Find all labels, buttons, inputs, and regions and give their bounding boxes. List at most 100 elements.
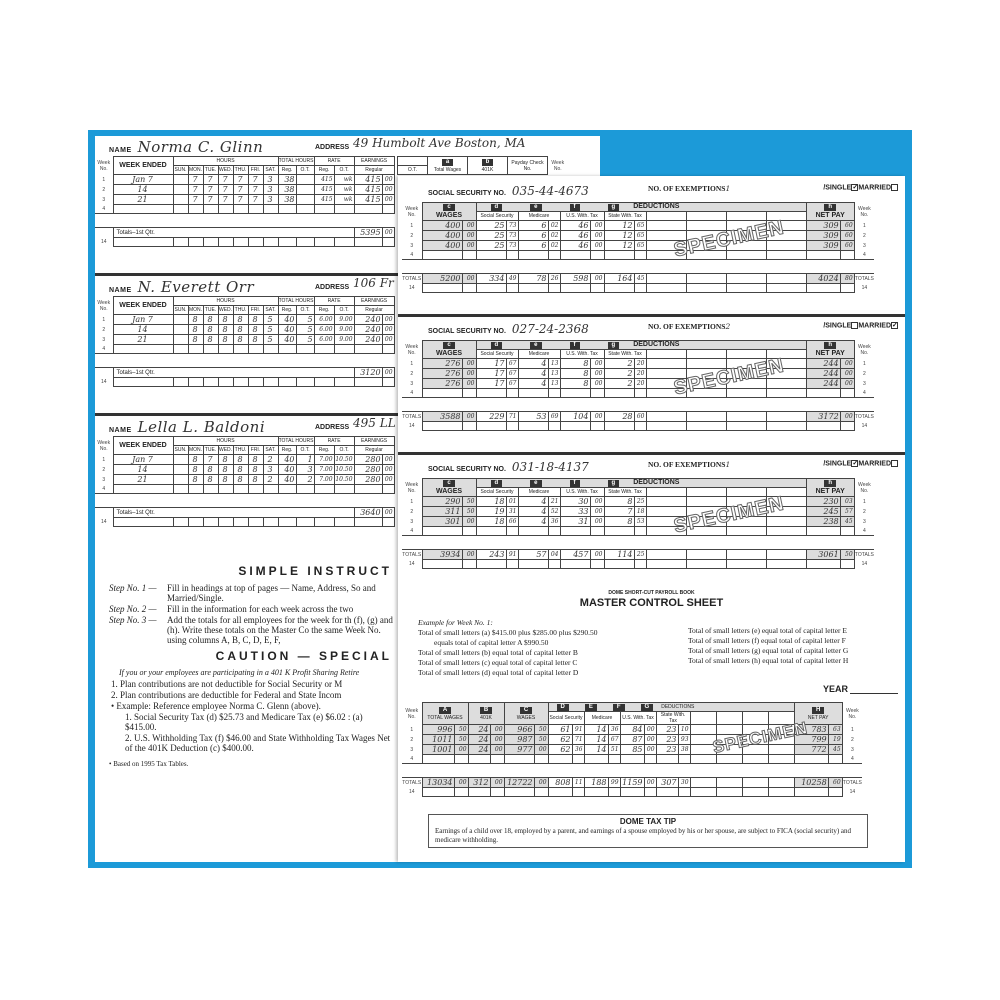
blank-cell[interactable] xyxy=(505,526,519,536)
blank-cell[interactable] xyxy=(685,526,727,536)
blank-cell[interactable] xyxy=(645,378,687,389)
blank-cell[interactable] xyxy=(202,517,219,527)
blank-cell[interactable] xyxy=(645,250,687,260)
blank-cell[interactable] xyxy=(767,734,795,745)
dollars-cell[interactable]: 23 xyxy=(655,724,679,735)
dollars-cell[interactable]: 230 xyxy=(805,496,841,507)
hours-cell[interactable] xyxy=(172,184,189,195)
cents-cell[interactable]: 65 xyxy=(633,230,647,241)
ot-rate-cell[interactable]: wk xyxy=(333,194,355,205)
hours-cell[interactable]: 8 xyxy=(202,474,219,485)
blank-cell[interactable] xyxy=(685,388,727,398)
regular-dollars-cell[interactable]: 415 xyxy=(353,184,383,195)
week-ended-cell[interactable]: 14 xyxy=(112,184,174,195)
ot-rate-cell[interactable]: 10.50 xyxy=(333,454,355,465)
dollars-cell[interactable]: 10258 xyxy=(793,777,829,788)
blank-cell[interactable] xyxy=(353,344,383,354)
blank-cell[interactable] xyxy=(461,421,477,431)
dollars-cell[interactable]: 2 xyxy=(603,378,635,389)
blank-cell[interactable] xyxy=(517,421,549,431)
dollars-cell[interactable]: 25 xyxy=(475,230,507,241)
ssn-field[interactable]: 031-18-4137 xyxy=(511,460,589,474)
blank-cell[interactable] xyxy=(112,484,174,494)
dollars-cell[interactable]: 57 xyxy=(517,549,549,560)
blank-cell[interactable] xyxy=(685,220,727,231)
hours-cell[interactable]: 7 xyxy=(202,184,219,195)
dollars-cell[interactable]: 2 xyxy=(603,358,635,369)
cents-cell[interactable]: 00 xyxy=(533,744,549,755)
cents-cell[interactable]: 20 xyxy=(633,358,647,369)
total-cents[interactable]: 00 xyxy=(381,227,395,238)
blank-cell[interactable] xyxy=(589,388,605,398)
dollars-cell[interactable]: 188 xyxy=(583,777,609,788)
reg-rate-cell[interactable]: 6.00 xyxy=(313,334,335,345)
blank-cell[interactable] xyxy=(559,283,591,293)
dollars-cell[interactable]: 53 xyxy=(517,411,549,422)
blank-cell[interactable] xyxy=(805,421,841,431)
blank-cell[interactable] xyxy=(793,787,829,797)
cents-cell[interactable]: 51 xyxy=(607,744,621,755)
regular-dollars-cell[interactable]: 240 xyxy=(353,334,383,345)
blank-cell[interactable] xyxy=(715,787,743,797)
blank-cell[interactable] xyxy=(467,754,491,764)
blank-cell[interactable] xyxy=(633,559,647,569)
blank-cell[interactable] xyxy=(633,388,647,398)
blank-cell[interactable] xyxy=(333,484,355,494)
blank-cell[interactable] xyxy=(643,754,657,764)
blank-cell[interactable] xyxy=(112,377,174,387)
hours-cell[interactable]: 8 xyxy=(232,454,249,465)
blank-cell[interactable] xyxy=(559,559,591,569)
dollars-cell[interactable]: 238 xyxy=(805,516,841,527)
cents-cell[interactable]: 36 xyxy=(547,516,561,527)
dollars-cell[interactable]: 4 xyxy=(517,378,549,389)
cents-cell[interactable]: 00 xyxy=(461,368,477,379)
blank-cell[interactable] xyxy=(559,421,591,431)
cents-cell[interactable]: 73 xyxy=(505,220,519,231)
cents-cell[interactable]: 00 xyxy=(839,358,855,369)
cents-cell[interactable]: 00 xyxy=(589,496,605,507)
reg-hours-cell[interactable]: 40 xyxy=(277,334,297,345)
blank-cell[interactable] xyxy=(827,787,843,797)
cents-cell[interactable]: 63 xyxy=(827,724,843,735)
ot-hours-cell[interactable]: 5 xyxy=(295,334,315,345)
blank-cell[interactable] xyxy=(725,411,767,422)
blank-cell[interactable] xyxy=(767,787,795,797)
regular-cents-cell[interactable]: 00 xyxy=(381,184,395,195)
blank-cell[interactable] xyxy=(232,237,249,247)
regular-cents-cell[interactable]: 00 xyxy=(381,334,395,345)
dollars-cell[interactable]: 772 xyxy=(793,744,829,755)
dollars-cell[interactable]: 4 xyxy=(517,496,549,507)
blank-cell[interactable] xyxy=(715,734,743,745)
cents-cell[interactable]: 67 xyxy=(505,368,519,379)
cents-cell[interactable]: 31 xyxy=(505,506,519,517)
blank-cell[interactable] xyxy=(645,526,687,536)
blank-cell[interactable] xyxy=(839,250,855,260)
cents-cell[interactable]: 45 xyxy=(839,516,855,527)
blank-cell[interactable] xyxy=(217,377,234,387)
blank-cell[interactable] xyxy=(741,777,769,788)
blank-cell[interactable] xyxy=(475,250,507,260)
dollars-cell[interactable]: 457 xyxy=(559,549,591,560)
total-dollars[interactable]: 3640 xyxy=(353,507,383,518)
blank-cell[interactable] xyxy=(645,421,687,431)
regular-cents-cell[interactable]: 00 xyxy=(381,194,395,205)
blank-cell[interactable] xyxy=(685,421,727,431)
blank-cell[interactable] xyxy=(112,237,174,247)
cents-cell[interactable]: 52 xyxy=(547,506,561,517)
hours-cell[interactable]: 8 xyxy=(187,464,204,475)
dollars-cell[interactable]: 4 xyxy=(517,516,549,527)
cents-cell[interactable]: 10 xyxy=(677,724,691,735)
regular-dollars-cell[interactable]: 280 xyxy=(353,454,383,465)
blank-cell[interactable] xyxy=(217,204,234,214)
ot-rate-cell[interactable]: 10.50 xyxy=(333,464,355,475)
employee-name-field[interactable]: Norma C. Glinn xyxy=(137,138,264,156)
dollars-cell[interactable]: 114 xyxy=(603,549,635,560)
cents-cell[interactable]: 69 xyxy=(547,411,561,422)
blank-cell[interactable] xyxy=(333,204,355,214)
blank-cell[interactable] xyxy=(741,724,769,735)
hours-cell[interactable]: 7 xyxy=(202,454,219,465)
blank-cell[interactable] xyxy=(767,754,795,764)
cents-cell[interactable]: 02 xyxy=(547,230,561,241)
blank-cell[interactable] xyxy=(277,377,297,387)
blank-cell[interactable] xyxy=(262,517,279,527)
